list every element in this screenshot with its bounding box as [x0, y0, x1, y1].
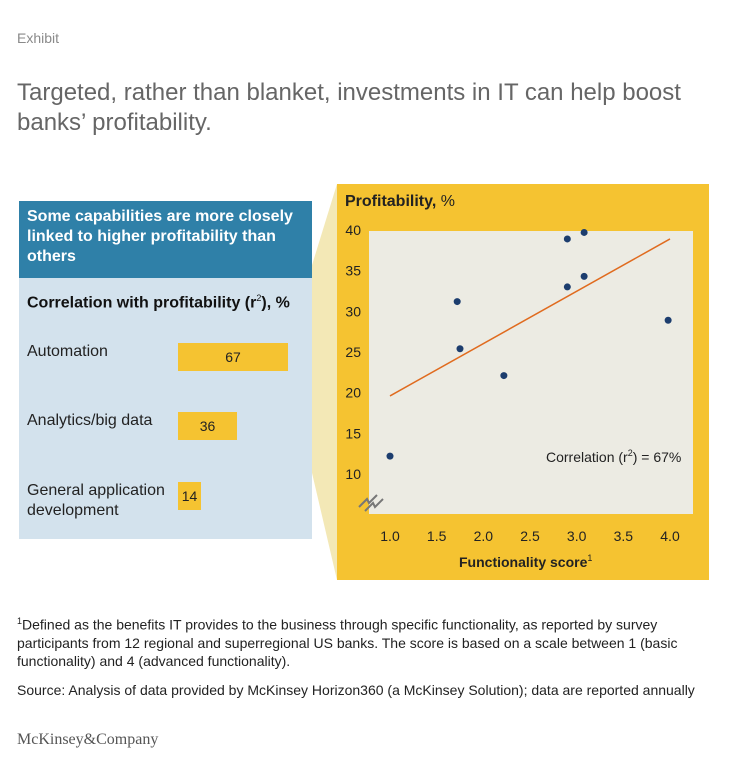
y-tick-label: 20 [345, 385, 361, 401]
company-logo: McKinsey&Company [17, 731, 159, 748]
scatter-plot: 10 15 20 25 30 35 40 1.0 1.5 2.0 2.5 3.0 3.5 4.0 Cor… [345, 222, 693, 570]
data-point [453, 298, 461, 306]
y-tick-label: 40 [345, 222, 361, 238]
x-tick-label: 1.0 [380, 528, 400, 544]
data-point [580, 272, 588, 280]
capability-name-general-app-dev: General application development [27, 482, 165, 519]
source-note: Source: Analysis of data provided by McK… [17, 682, 695, 698]
capabilities-panel: Some capabilities are more closely linke… [19, 201, 312, 539]
capability-name-analytics: Analytics/big data [27, 412, 153, 429]
y-tick-label: 15 [345, 425, 361, 441]
x-tick-label: 4.0 [660, 528, 680, 544]
x-tick-label: 2.5 [520, 528, 540, 544]
data-point [386, 452, 394, 460]
capability-name-automation: Automation [27, 343, 108, 360]
y-tick-label: 25 [345, 344, 361, 360]
data-point [580, 228, 588, 236]
capability-bar-general-app-dev: 14 [178, 482, 201, 510]
x-tick-label: 2.0 [474, 528, 494, 544]
correlation-label: Correlation with profitability (r2), % [27, 293, 290, 312]
x-tick-label: 1.5 [427, 528, 447, 544]
axis-break-icon [358, 494, 384, 512]
capability-bar-automation: 67 [178, 343, 288, 371]
y-tick-label: 10 [345, 466, 361, 482]
plot-area [369, 231, 693, 514]
y-axis-title: Profitability, % [345, 193, 455, 210]
x-axis-title: Functionality score1 [459, 553, 592, 570]
trend-line [389, 238, 671, 397]
y-tick-label: 35 [345, 263, 361, 279]
data-point [664, 316, 672, 324]
y-tick-label: 30 [345, 303, 361, 319]
x-tick-label: 3.0 [567, 528, 587, 544]
correlation-annotation: Correlation (r2) = 67% [546, 448, 681, 465]
data-point [563, 235, 571, 243]
footnote: 1Defined as the benefits IT provides to … [17, 616, 678, 669]
headline: Targeted, rather than blanket, investmen… [17, 79, 681, 136]
data-point [500, 372, 508, 380]
capabilities-header: Some capabilities are more closely linke… [19, 201, 312, 278]
data-point [563, 283, 571, 291]
capability-bar-analytics: 36 [178, 412, 238, 440]
data-point [456, 345, 464, 353]
exhibit-label: Exhibit [17, 30, 60, 46]
x-tick-label: 3.5 [614, 528, 634, 544]
